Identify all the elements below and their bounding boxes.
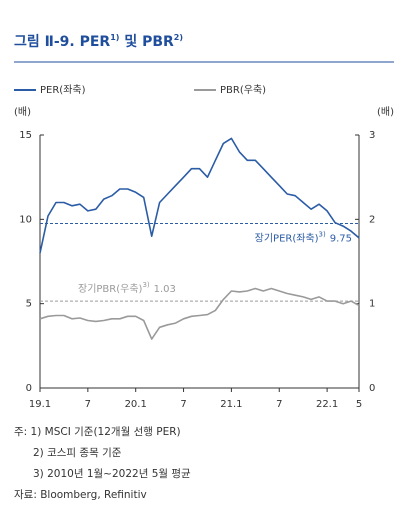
footnote: 자료: Bloomberg, Refinitiv [14, 489, 147, 501]
x-tick-label: 22.1 [316, 399, 338, 410]
legend-label: PBR(우축) [220, 84, 266, 96]
chart-title: 그림 Ⅱ-9. PER1) 및 PBR2) [14, 33, 183, 51]
footnote: 2) 코스피 종목 기준 [33, 447, 122, 459]
reference-note: 3) [142, 281, 149, 289]
x-tick-label: 20.1 [125, 399, 147, 410]
title-sup: 1) [110, 33, 119, 42]
y2-unit: (배) [377, 106, 394, 118]
y-unit: (배) [14, 106, 31, 118]
y2-tick-label: 0 [369, 383, 375, 394]
x-tick-label: 7 [85, 399, 91, 410]
y2-tick-label: 2 [369, 214, 375, 225]
x-tick-label: 21.1 [220, 399, 242, 410]
title-text: 및 PBR [119, 33, 174, 50]
legend-label: PER(좌축) [40, 84, 86, 96]
reference-value: 9.75 [330, 234, 352, 245]
y-tick-label: 0 [26, 383, 32, 394]
y-tick-label: 5 [26, 299, 32, 310]
series-line [39, 137, 360, 254]
y2-tick-label: 1 [369, 299, 375, 310]
x-tick-label: 5 [356, 399, 362, 410]
reference-value: 1.03 [154, 284, 176, 295]
reference-label: 장기PBR(우축)3) 1.03 [78, 281, 176, 295]
footnote: 3) 2010년 1월~2022년 5월 평균 [33, 468, 191, 480]
y2-tick-label: 3 [369, 130, 375, 141]
series-line [39, 287, 360, 340]
title-text: 그림 Ⅱ-9. PER [14, 34, 110, 50]
reference-note: 3) [319, 231, 326, 239]
x-tick-label: 7 [180, 399, 186, 410]
y-tick-label: 10 [19, 214, 32, 225]
reference-label: 장기PER(좌축)3) 9.75 [255, 231, 352, 245]
x-tick-label: 19.1 [29, 399, 51, 410]
x-tick-label: 7 [276, 399, 282, 410]
y-tick-label: 15 [19, 130, 32, 141]
title-sup: 2) [174, 33, 183, 42]
reference-label-text: 장기PER(좌축) [255, 233, 319, 245]
footnote: 주: 1) MSCI 기준(12개월 선행 PER) [14, 426, 181, 438]
reference-label-text: 장기PBR(우축) [78, 283, 143, 295]
